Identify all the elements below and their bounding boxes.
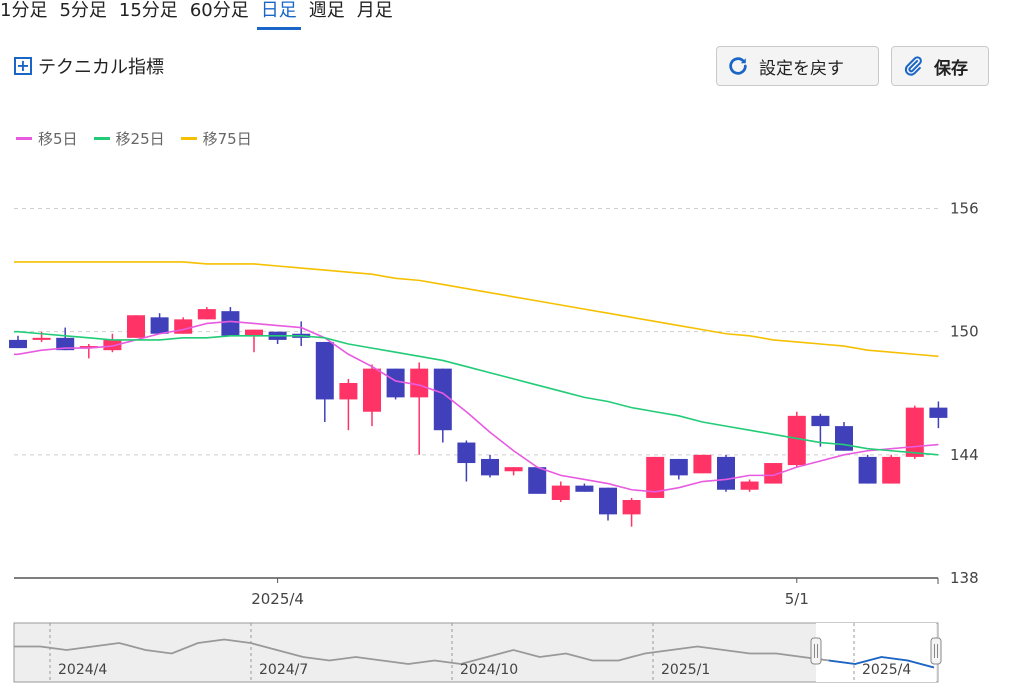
chart-legend: 移5日 移25日 移75日 (16, 128, 268, 149)
legend-ma75-label: 移75日 (202, 130, 252, 148)
navigator-label: 2024/7 (259, 662, 308, 678)
candle-body (929, 407, 948, 418)
candle-body (386, 368, 405, 398)
candle-body (221, 311, 240, 336)
reset-settings-button[interactable]: 設定を戻す (716, 46, 879, 86)
legend-ma25-swatch (93, 137, 110, 140)
candle-body (481, 458, 499, 476)
tab-monthly[interactable]: 月足 (356, 0, 393, 21)
x-tick-label: 2025/4 (251, 590, 304, 608)
navigator-label: 2024/10 (460, 662, 518, 678)
candle-body (363, 368, 381, 412)
candle-body (245, 329, 263, 336)
save-label: 保存 (934, 58, 968, 79)
candle-body (646, 456, 665, 498)
y-tick-label: 150 (950, 323, 979, 341)
legend-ma25-label: 移25日 (115, 130, 165, 148)
legend-ma5: 移5日 (16, 128, 78, 149)
refresh-icon (729, 57, 747, 75)
candle-body (79, 346, 98, 349)
y-tick-label: 144 (950, 446, 979, 464)
candle-body (528, 467, 547, 494)
technical-indicators-label: テクニカル指標 (38, 57, 164, 78)
candle-body (622, 500, 641, 515)
reset-settings-label: 設定を戻す (759, 58, 844, 79)
tab-15min[interactable]: 15分足 (118, 0, 178, 21)
candle-body (174, 319, 193, 334)
save-button[interactable]: 保存 (891, 46, 989, 86)
candle-body (56, 337, 75, 351)
candle-body (787, 415, 806, 466)
candle-body (339, 383, 358, 400)
candle-body (811, 415, 830, 427)
ma75-line (14, 261, 939, 358)
legend-ma5-swatch (16, 137, 32, 140)
ma25-line (14, 330, 939, 456)
candle-body (858, 456, 877, 484)
legend-ma25: 移25日 (93, 128, 165, 149)
candle-body (504, 467, 523, 472)
candle-body (717, 456, 735, 490)
candle-body (835, 426, 853, 451)
paperclip-icon (904, 56, 922, 76)
navigator-selected-series (828, 656, 935, 669)
navigator-label: 2025/4 (862, 662, 911, 678)
plus-icon: + (14, 57, 32, 75)
candle-body (457, 442, 476, 464)
candle-body (32, 337, 51, 340)
tab-1min[interactable]: 1分足 (0, 0, 48, 21)
candle-body (905, 407, 924, 457)
x-tick-label: 5/1 (785, 590, 809, 608)
tab-daily[interactable]: 日足 (255, 0, 303, 30)
candlestick-chart[interactable]: 156 150 144 138 2025/4 5/1 (0, 160, 1010, 615)
technical-indicators-toggle[interactable]: + テクニカル指標 (14, 53, 164, 79)
legend-ma5-label: 移5日 (38, 130, 78, 148)
candle-body (575, 485, 594, 492)
candle-body (103, 339, 122, 351)
candle-body (9, 339, 27, 349)
candle-body (551, 485, 570, 500)
legend-ma75-swatch (180, 137, 197, 140)
candle-body (599, 487, 617, 515)
ma5-line (14, 320, 939, 493)
navigator-label: 2025/1 (661, 662, 710, 678)
tab-60min[interactable]: 60分足 (189, 0, 249, 21)
range-navigator[interactable]: 2024/4 2024/7 2024/10 2025/1 2025/4 (0, 620, 1010, 697)
tab-5min[interactable]: 5分足 (59, 0, 107, 21)
candle-body (669, 458, 688, 476)
navigator-selection (816, 623, 936, 682)
navigator-handle[interactable] (930, 637, 942, 665)
navigator-label: 2024/4 (58, 662, 107, 678)
candle-body (410, 368, 429, 398)
timeframe-tabs: 1分足 5分足 15分足 60分足 日足 週足 月足 (0, 0, 399, 34)
candle-body (197, 309, 216, 320)
y-tick-label: 138 (950, 569, 979, 587)
candle-body (150, 317, 169, 334)
candle-body (882, 456, 901, 484)
y-tick-label: 156 (950, 200, 979, 218)
candle-body (315, 341, 334, 400)
navigator-series (14, 638, 935, 669)
candle-body (433, 368, 452, 431)
candle-body (693, 454, 712, 474)
candle-body (127, 315, 145, 338)
navigator-handle[interactable] (810, 637, 822, 665)
candle-body (764, 463, 783, 484)
candle-body (740, 481, 759, 490)
legend-ma75: 移75日 (180, 128, 252, 149)
tab-weekly[interactable]: 週足 (308, 0, 345, 21)
